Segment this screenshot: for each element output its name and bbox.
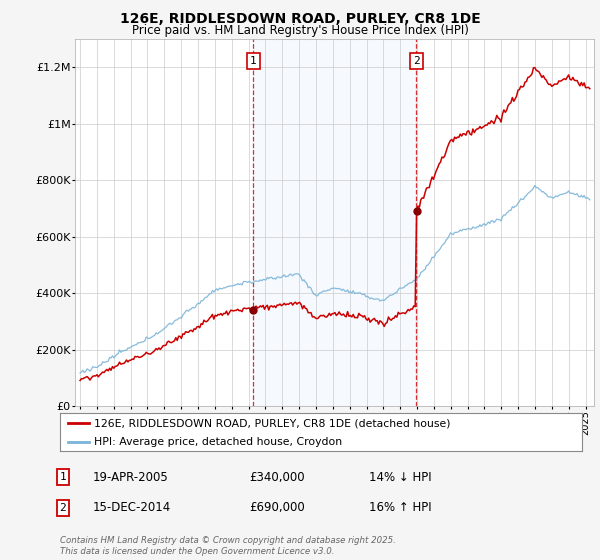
Text: 2: 2 <box>413 55 420 66</box>
Text: 14% ↓ HPI: 14% ↓ HPI <box>369 470 431 484</box>
Bar <box>253 39 416 406</box>
Text: 126E, RIDDLESDOWN ROAD, PURLEY, CR8 1DE (detached house): 126E, RIDDLESDOWN ROAD, PURLEY, CR8 1DE … <box>94 418 451 428</box>
Text: £690,000: £690,000 <box>249 501 305 515</box>
Text: 16% ↑ HPI: 16% ↑ HPI <box>369 501 431 515</box>
Text: 1: 1 <box>59 472 67 482</box>
Text: £340,000: £340,000 <box>249 470 305 484</box>
Text: Price paid vs. HM Land Registry's House Price Index (HPI): Price paid vs. HM Land Registry's House … <box>131 24 469 36</box>
Text: 2: 2 <box>59 503 67 513</box>
Text: 19-APR-2005: 19-APR-2005 <box>93 470 169 484</box>
Text: 1: 1 <box>250 55 257 66</box>
Text: Contains HM Land Registry data © Crown copyright and database right 2025.
This d: Contains HM Land Registry data © Crown c… <box>60 536 396 556</box>
Text: 126E, RIDDLESDOWN ROAD, PURLEY, CR8 1DE: 126E, RIDDLESDOWN ROAD, PURLEY, CR8 1DE <box>119 12 481 26</box>
Text: HPI: Average price, detached house, Croydon: HPI: Average price, detached house, Croy… <box>94 437 342 447</box>
Text: 15-DEC-2014: 15-DEC-2014 <box>93 501 171 515</box>
